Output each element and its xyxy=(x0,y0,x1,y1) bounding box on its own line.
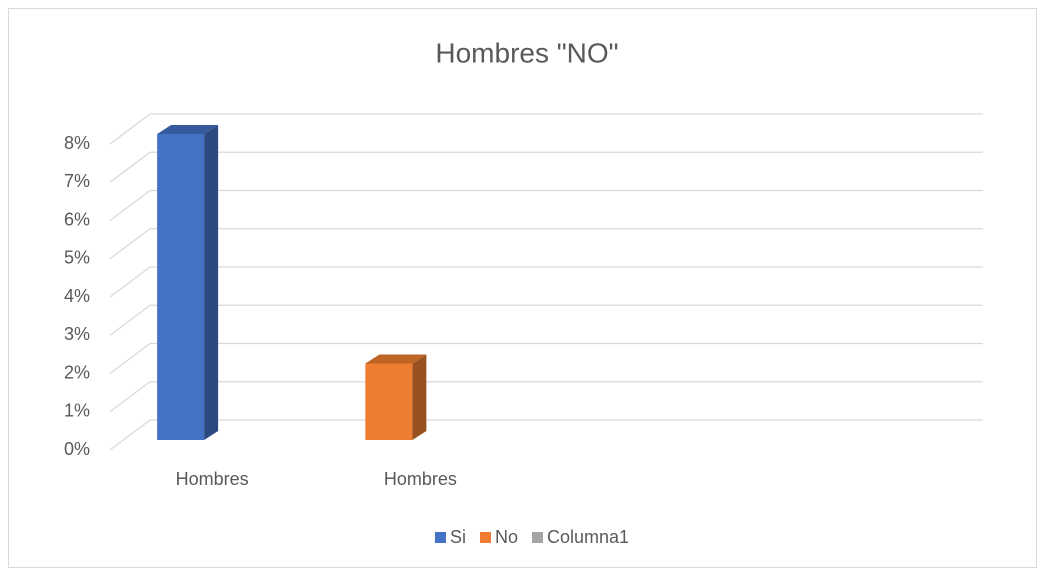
grid-line xyxy=(109,113,151,145)
legend-label: Si xyxy=(450,527,466,547)
y-tick-label: 4% xyxy=(64,286,90,306)
legend-label: Columna1 xyxy=(547,527,629,547)
grid-line xyxy=(109,266,151,298)
y-tick-label: 8% xyxy=(64,133,90,153)
y-tick-label: 0% xyxy=(64,439,90,459)
bar xyxy=(157,125,219,440)
y-tick-label: 3% xyxy=(64,324,90,344)
grid-line xyxy=(109,304,151,336)
x-tick-label: Hombres xyxy=(176,469,249,489)
bar-face xyxy=(365,354,427,364)
grid-line xyxy=(109,342,151,375)
legend-swatch xyxy=(531,532,543,543)
y-tick-label: 5% xyxy=(64,248,90,268)
legend-swatch xyxy=(434,532,446,543)
bar-face xyxy=(157,134,205,440)
grid-line xyxy=(109,228,151,260)
chart-title: Hombres "NO" xyxy=(435,37,618,68)
bar-face xyxy=(157,125,219,134)
bar-face xyxy=(412,354,427,440)
bar xyxy=(365,354,427,440)
y-tick-label: 1% xyxy=(64,401,90,421)
grid-line xyxy=(109,381,151,413)
legend-swatch xyxy=(479,532,491,543)
legend-label: No xyxy=(495,527,518,547)
x-tick-label: Hombres xyxy=(384,469,457,489)
grid-line xyxy=(109,419,151,451)
y-tick-label: 2% xyxy=(64,362,90,382)
bar-face xyxy=(204,125,219,440)
grid-line xyxy=(109,189,151,222)
bar-face xyxy=(365,363,413,440)
grid-line xyxy=(109,151,151,183)
y-tick-label: 7% xyxy=(64,171,90,191)
y-tick-label: 6% xyxy=(64,209,90,229)
